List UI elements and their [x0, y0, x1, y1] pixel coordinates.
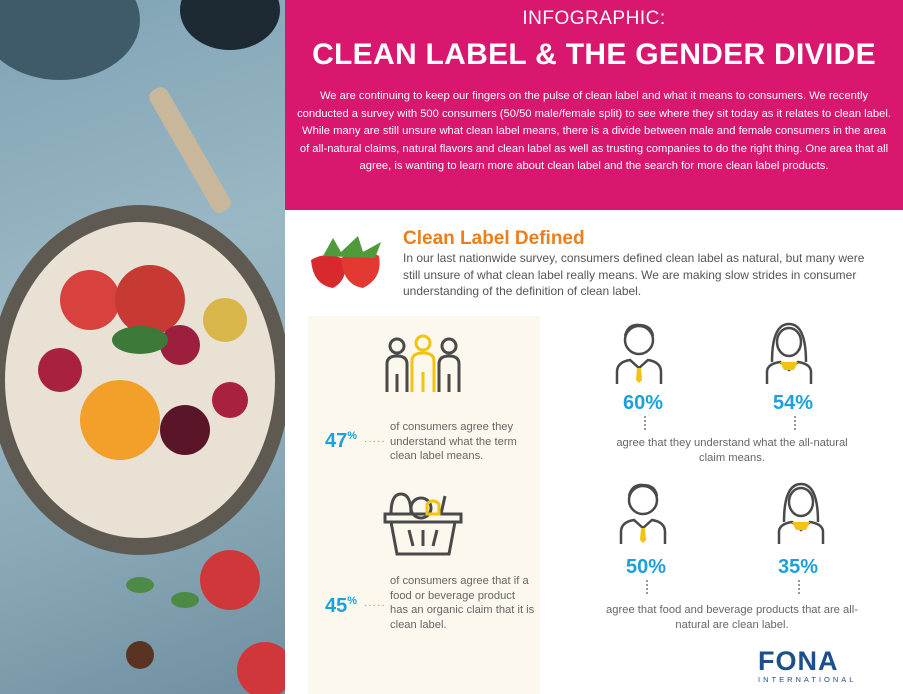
dotted-connector: [794, 416, 796, 430]
stat-45-text: of consumers agree that if a food or bev…: [390, 575, 535, 631]
people-group-icon: [385, 334, 461, 392]
stat-unit: %: [347, 595, 358, 607]
male-icon: [615, 323, 663, 386]
stat-unit: %: [347, 430, 358, 442]
stat-value: 47: [325, 430, 348, 452]
stat-45-value: 45%: [325, 595, 357, 618]
intro-paragraph: We are continuing to keep our fingers on…: [297, 90, 891, 173]
male-stat-value: 60%: [623, 392, 664, 414]
section-title: Clean Label Defined: [403, 228, 585, 249]
female-stat-value: 54%: [773, 392, 814, 414]
dotted-connector: [644, 416, 646, 430]
definition-paragraph: In our last nationwide survey, consumers…: [403, 251, 865, 298]
header-banner: INFOGRAPHIC: CLEAN LABEL & THE GENDER DI…: [285, 0, 903, 210]
logo-name: FONA: [758, 646, 839, 676]
grocery-basket-icon: [383, 492, 463, 556]
stat-47-value: 47%: [325, 430, 357, 453]
male-icon: [619, 483, 667, 546]
female-icon: [777, 482, 825, 546]
gender-stat-text: agree that food and beverage products th…: [606, 604, 858, 631]
oatmeal-bowl-image: [0, 0, 285, 694]
female-icon: [765, 322, 813, 386]
dotted-connector: ·····: [364, 600, 386, 611]
logo-sub: INTERNATIONAL: [758, 675, 857, 684]
food-photo: [0, 0, 285, 694]
female-stat-value: 35%: [778, 556, 819, 578]
page-title: CLEAN LABEL & THE GENDER DIVIDE: [312, 38, 876, 71]
header-kicker: INFOGRAPHIC:: [522, 8, 666, 29]
stat-47-text: of consumers agree they understand what …: [390, 421, 517, 462]
gender-stat-text: agree that they understand what the all-…: [616, 437, 848, 464]
fona-logo: FONA INTERNATIONAL: [758, 646, 866, 685]
dotted-connector: [798, 580, 800, 594]
strawberry-icon: [311, 236, 381, 288]
dotted-connector: ·····: [364, 436, 386, 447]
male-stat-value: 50%: [626, 556, 667, 578]
dotted-connector: [646, 580, 648, 594]
stat-value: 45: [325, 595, 348, 617]
